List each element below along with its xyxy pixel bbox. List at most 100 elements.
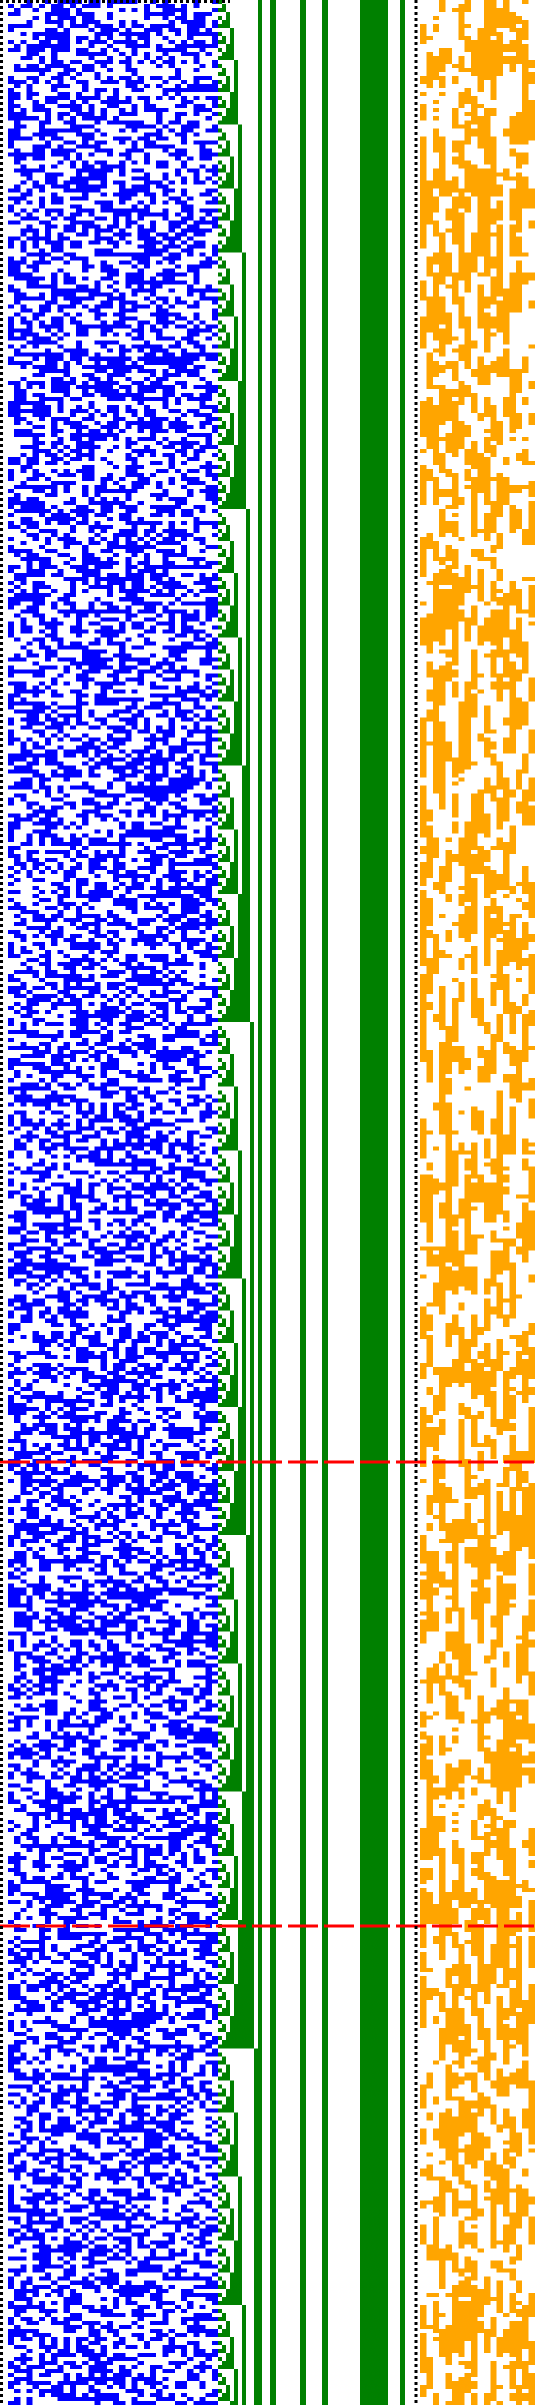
state-cell [94,1410,107,1415]
state-cell [113,48,120,53]
state-cell [26,990,33,995]
state-cell [125,84,138,89]
state-cell [156,845,169,850]
state-cell [199,953,218,958]
state-cell [180,929,188,934]
state-cell [125,68,138,73]
state-cell [193,1547,200,1552]
state-cell [119,1330,132,1335]
state-cell [88,2104,101,2109]
state-cell [75,1154,101,1159]
state-cell [8,1519,15,1524]
state-cell [32,1972,46,1977]
state-cell [94,1250,126,1255]
state-cell [205,1667,212,1672]
state-cell [51,769,58,774]
state-cell [8,697,15,702]
state-cell [94,881,107,886]
state-cell [174,2224,181,2229]
state-cell [143,533,151,538]
state-cell [69,1034,83,1039]
state-cell [100,1202,107,1207]
state-cell [32,1960,39,1965]
state-cell [205,2004,218,2009]
state-cell [180,1887,200,1892]
state-cell [180,593,188,598]
state-cell [57,2276,70,2281]
state-cell [137,962,144,967]
state-cell [26,561,33,566]
state-cell [75,1350,95,1355]
state-cell [8,40,15,45]
state-cell [57,2292,64,2297]
state-cell [106,673,120,678]
state-cell [14,84,21,89]
state-cell [180,2288,194,2293]
state-cell [26,1150,33,1155]
state-cell [94,388,120,393]
state-cell [199,2228,218,2233]
state-cell [94,917,107,922]
state-cell [131,1980,151,1985]
state-cell [51,1647,58,1652]
state-cell [106,1150,113,1155]
state-cell [199,797,218,802]
state-cell [193,1771,200,1776]
state-cell [131,974,157,979]
state-cell [63,601,76,606]
state-cell [143,793,169,798]
state-cell [174,400,181,405]
state-cell [131,460,138,465]
state-cell [205,561,218,566]
state-cell [113,709,132,714]
state-cell [199,1463,206,1468]
state-cell [211,2176,218,2181]
state-cell [88,456,95,461]
state-cell [75,1515,101,1520]
state-cell [119,1675,126,1680]
state-cell [125,80,144,85]
state-cell [150,1258,157,1263]
state-cell [57,713,83,718]
state-cell [26,1952,33,1957]
state-cell [106,1767,113,1772]
state-cell [119,1334,132,1339]
state-cell [205,685,212,690]
state-cell [156,1515,163,1520]
state-cell [162,1026,169,1031]
state-cell [211,1350,218,1355]
state-cell [168,1086,175,1091]
state-cell [94,1759,101,1764]
state-cell [75,1102,83,1107]
state-cell [131,1579,144,1584]
state-cell [63,2228,70,2233]
state-cell [211,1358,218,1363]
state-cell [199,1422,206,1427]
state-cell [131,749,151,754]
state-cell [211,1523,218,1528]
state-cell [26,1847,33,1852]
state-cell [211,625,218,630]
state-cell [125,1863,138,1868]
state-cell [187,557,206,562]
state-cell [8,757,27,762]
state-cell [193,2256,200,2261]
state-cell [106,1346,120,1351]
state-cell [125,388,132,393]
state-cell [180,1863,188,1868]
state-cell [119,589,151,594]
state-cell [94,88,107,93]
state-cell [106,2008,132,2013]
state-cell [113,945,120,950]
state-cell [88,1988,95,1993]
state-cell [174,1663,181,1668]
state-cell [211,1166,218,1171]
state-cell [32,809,58,814]
state-cell [100,2076,107,2081]
state-cell [32,108,52,113]
state-cell [8,1791,15,1796]
state-cell [162,1443,181,1448]
state-cell [100,2168,132,2173]
state-cell [125,1623,138,1628]
state-cell [82,2128,89,2133]
